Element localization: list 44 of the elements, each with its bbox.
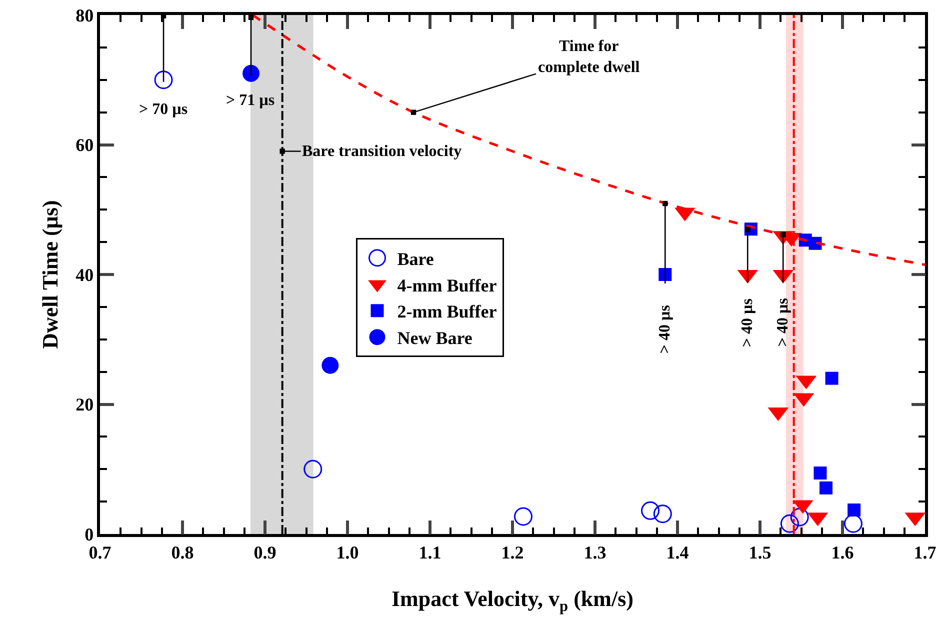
x-axis-title: Impact Velocity, v$_{p}$ (km/s) bbox=[391, 586, 634, 615]
y-tick-label: 20 bbox=[76, 394, 94, 415]
x-tick-label: 1.1 bbox=[418, 542, 442, 562]
y-tick-label: 80 bbox=[76, 5, 94, 26]
y-tick-label: 0 bbox=[84, 524, 94, 544]
legend-label: Bare bbox=[397, 248, 434, 269]
x-tick-label: 1.4 bbox=[666, 542, 689, 562]
legend-label: 2-mm Buffer bbox=[397, 302, 497, 322]
point bbox=[790, 508, 809, 526]
x-tick-label: 0.9 bbox=[254, 542, 276, 562]
annotation: > 40 µs bbox=[774, 298, 792, 347]
point bbox=[780, 514, 799, 533]
point bbox=[514, 507, 532, 526]
y-axis-title: Dwell Time (µs) bbox=[37, 200, 62, 349]
point bbox=[808, 236, 822, 250]
point bbox=[820, 481, 832, 494]
ref-line-label: Bare transition velocity bbox=[302, 143, 462, 160]
point bbox=[641, 501, 660, 520]
point bbox=[304, 460, 322, 478]
point bbox=[825, 372, 838, 385]
annotation: > 40 µs bbox=[656, 305, 674, 354]
text: Time for complete dwell bbox=[538, 38, 640, 76]
x-tick-label: 0.7 bbox=[88, 542, 112, 562]
x-tick-label: 1.7 bbox=[914, 542, 936, 562]
point bbox=[814, 466, 827, 480]
x-tick-label: 1.2 bbox=[501, 542, 524, 562]
x-tick-label: 1.5 bbox=[748, 542, 772, 562]
point bbox=[242, 64, 260, 82]
x-tick-label: 1.6 bbox=[831, 542, 854, 562]
x-tick-label: 1.3 bbox=[584, 542, 606, 562]
point bbox=[848, 504, 861, 516]
legend-label: 4-mm Buffer bbox=[397, 275, 497, 296]
annotation: > 70 µs bbox=[139, 101, 188, 118]
legend-label: New Bare bbox=[397, 328, 472, 348]
x-tick-label: 0.8 bbox=[171, 542, 194, 562]
point bbox=[844, 514, 862, 533]
point bbox=[322, 356, 339, 374]
point bbox=[653, 504, 672, 524]
y-tick-label: 60 bbox=[76, 135, 94, 156]
x-tick-label: 1.0 bbox=[336, 542, 359, 562]
annotation: > 40 µs bbox=[739, 298, 756, 348]
annotation: > 71 µs bbox=[226, 92, 275, 109]
point bbox=[154, 70, 173, 90]
y-tick-label: 40 bbox=[76, 264, 94, 285]
